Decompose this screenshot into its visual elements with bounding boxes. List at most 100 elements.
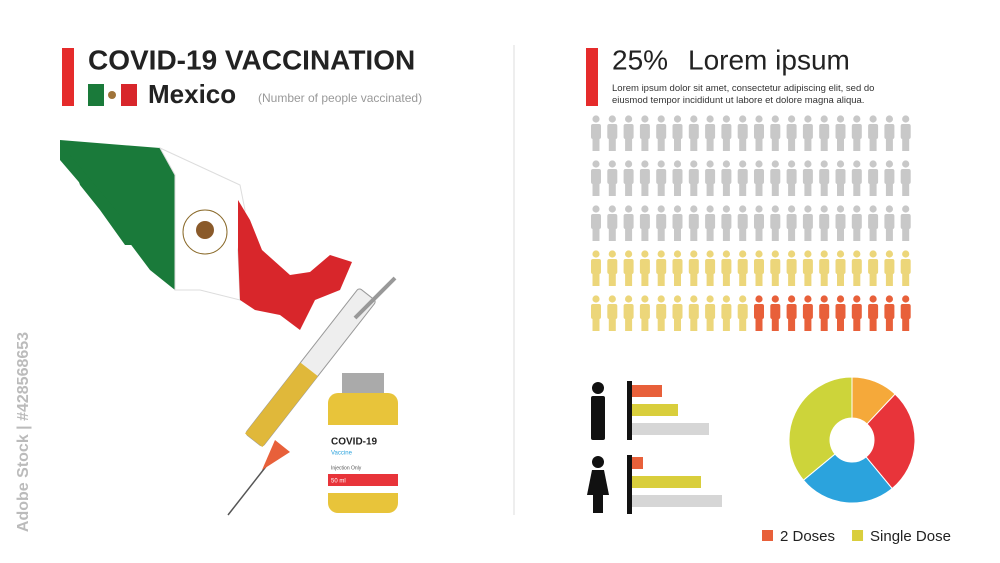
person-body (884, 214, 895, 229)
person-legs (641, 228, 649, 241)
person-head (722, 250, 731, 258)
person-legs (641, 183, 649, 196)
person-legs (853, 318, 861, 331)
bar (632, 457, 643, 469)
person-head (706, 295, 714, 303)
person-legs (902, 228, 910, 241)
legend-label: 2 Doses (780, 528, 835, 545)
person-legs (608, 318, 616, 331)
person-body (705, 169, 716, 184)
person-head (853, 160, 861, 168)
person-body (623, 214, 634, 229)
person-legs (869, 318, 877, 331)
person-head (804, 160, 812, 168)
person-head (771, 250, 779, 258)
person-legs (837, 228, 844, 241)
person-legs (592, 183, 600, 196)
person-body (786, 169, 797, 184)
person-body (851, 169, 862, 184)
person-head (853, 115, 861, 123)
person-body (721, 304, 732, 319)
person-legs (755, 273, 763, 286)
person-head (592, 115, 600, 123)
person-body (656, 304, 667, 319)
person-legs (755, 138, 763, 151)
person-legs (820, 318, 828, 331)
person-legs (755, 228, 763, 241)
legend-label: Single Dose (870, 528, 951, 545)
person-head (739, 295, 747, 303)
person-body (688, 124, 699, 139)
person-legs (674, 228, 681, 241)
person-head (836, 250, 845, 258)
person-legs (771, 318, 779, 331)
person-body (802, 259, 813, 274)
person-body (835, 214, 846, 229)
person-body (754, 259, 764, 274)
person-head (625, 295, 633, 303)
person-head (869, 205, 877, 213)
person-body (835, 124, 846, 139)
pie-slice (788, 376, 853, 481)
person-body (721, 259, 732, 274)
person-legs (869, 273, 877, 286)
vial (328, 373, 398, 513)
person-legs (706, 183, 714, 196)
person-head (885, 115, 894, 123)
person-body (754, 214, 764, 229)
person-legs (869, 228, 877, 241)
person-body (737, 304, 748, 319)
person-head (673, 205, 682, 213)
person-head (836, 160, 845, 168)
person-legs (722, 183, 730, 196)
person-legs (788, 183, 796, 196)
person-head (641, 160, 649, 168)
person-head (722, 160, 731, 168)
person-body (835, 304, 846, 319)
bar (632, 385, 662, 397)
person-legs (885, 228, 893, 241)
person-legs (722, 318, 730, 331)
male-icon (591, 382, 605, 440)
headline-percent: 25% (612, 44, 668, 75)
person-head (804, 205, 812, 213)
person-head (641, 295, 649, 303)
person-legs (788, 138, 796, 151)
person-head (820, 250, 828, 258)
person-head (657, 160, 665, 168)
person-body (591, 169, 601, 184)
person-body (639, 214, 650, 229)
person-legs (820, 273, 828, 286)
person-body (868, 304, 879, 319)
person-head (657, 205, 665, 213)
person-head (673, 160, 682, 168)
person-body (623, 169, 634, 184)
person-legs (625, 273, 633, 286)
person-head (820, 295, 828, 303)
person-body (688, 304, 699, 319)
person-body (607, 304, 618, 319)
person-body (900, 124, 911, 139)
person-head (902, 250, 910, 258)
people-group (591, 115, 911, 241)
person-body (639, 259, 650, 274)
vial-volume: 50 ml (331, 479, 346, 485)
person-head (804, 250, 812, 258)
person-head (755, 250, 763, 258)
person-legs (837, 318, 844, 331)
person-head (625, 205, 633, 213)
legend-swatch (762, 530, 773, 541)
bar-axis (627, 381, 632, 440)
person-body (656, 124, 667, 139)
person-head (641, 115, 649, 123)
person-head (853, 250, 861, 258)
person-head (853, 295, 861, 303)
person-legs (690, 273, 698, 286)
bar (632, 404, 678, 416)
person-head (592, 160, 600, 168)
person-head (641, 205, 649, 213)
person-head (739, 115, 747, 123)
person-legs (657, 183, 665, 196)
person-body (737, 214, 748, 229)
person-body (591, 304, 601, 319)
